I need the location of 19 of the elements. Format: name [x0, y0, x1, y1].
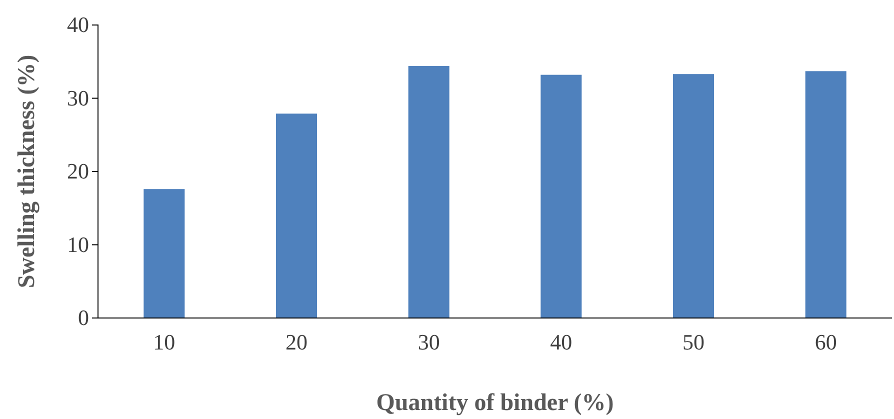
x-axis-title: Quantity of binder (%) [376, 390, 614, 416]
x-tick-label: 50 [682, 330, 704, 355]
y-tick-label: 10 [67, 232, 89, 257]
bar [408, 66, 450, 318]
bar [672, 74, 714, 318]
bar [276, 114, 318, 318]
x-tick-label: 40 [550, 330, 572, 355]
x-tick-label: 10 [153, 330, 176, 355]
y-axis-title: Swelling thickness (%) [14, 54, 40, 288]
y-tick-label: 30 [67, 85, 89, 110]
bar [540, 74, 582, 318]
y-tick-label: 20 [67, 158, 89, 184]
bar [144, 189, 185, 318]
x-tick-label: 30 [418, 330, 440, 355]
y-tick-label: 0 [78, 305, 89, 330]
y-tick-label: 40 [67, 12, 89, 38]
bar [805, 71, 846, 318]
x-tick-label: 20 [286, 330, 308, 355]
x-tick-label: 60 [814, 330, 837, 355]
